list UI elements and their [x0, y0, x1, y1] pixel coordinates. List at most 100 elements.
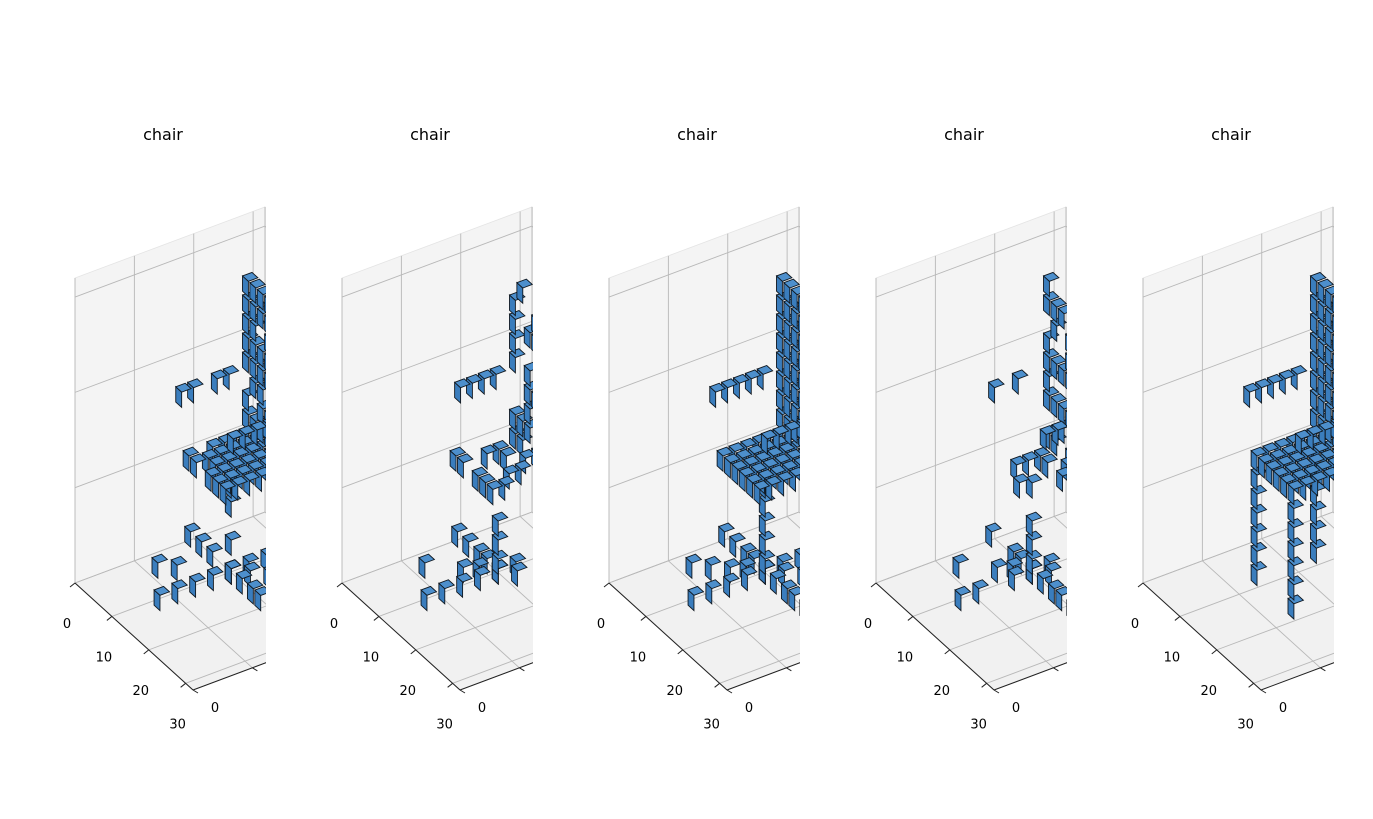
voxel-top: [1057, 304, 1067, 315]
y-tick-mark: [1053, 667, 1059, 672]
x-tick-label: 20: [132, 684, 149, 699]
y-tick-mark: [252, 667, 258, 672]
x-tick-mark: [677, 649, 684, 655]
grid-line: [986, 652, 1067, 684]
voxel-top: [987, 378, 1005, 389]
voxel-top: [780, 579, 798, 590]
voxel-plot-1: 010203001020300102030chair: [63, 125, 266, 732]
voxel: [1332, 371, 1334, 390]
voxel: [1332, 295, 1334, 314]
x-tick-mark: [336, 582, 343, 588]
voxel-top: [1021, 451, 1039, 462]
x-tick-mark: [1248, 682, 1254, 688]
voxel-top: [461, 532, 480, 543]
voxel-plot-5: 010203001020300102030chair: [1131, 125, 1334, 732]
voxel-top: [523, 361, 533, 372]
x-tick-label: 10: [897, 650, 914, 665]
voxel-top: [224, 559, 242, 570]
voxel-top: [797, 409, 800, 413]
x-tick-mark: [143, 649, 150, 655]
voxel: [798, 352, 800, 371]
voxel-top: [1025, 473, 1043, 484]
voxel-top: [685, 553, 703, 564]
voxel-top: [189, 453, 207, 464]
voxel-top: [769, 569, 787, 580]
grid-line: [608, 320, 800, 393]
voxel-top: [728, 532, 747, 543]
voxel-top: [765, 475, 783, 486]
voxel-plot-2: 010203001020300102030chair: [330, 125, 533, 732]
voxel-top: [1051, 420, 1067, 431]
voxel-top: [1036, 569, 1054, 580]
x-tick-mark: [373, 616, 380, 621]
y-tick-mark: [459, 689, 466, 694]
voxel-top: [183, 522, 201, 533]
x-tick-mark: [106, 616, 113, 621]
grid-line: [415, 605, 533, 651]
x-tick-mark: [870, 582, 877, 588]
voxel-top: [1055, 466, 1067, 477]
x-tick-label: 20: [666, 684, 683, 699]
voxel: [264, 371, 266, 390]
x-tick-label: 0: [864, 617, 872, 632]
voxel-top: [450, 522, 468, 533]
voxel: [264, 295, 266, 314]
voxel-top: [263, 295, 266, 298]
voxel-top: [240, 453, 258, 464]
voxel: [264, 333, 266, 352]
grid-line: [912, 558, 1067, 617]
voxel-top: [206, 542, 224, 553]
voxel-top: [1279, 473, 1297, 484]
voxel-top: [1315, 460, 1333, 470]
voxel-top: [1011, 369, 1029, 380]
voxel-top: [1064, 409, 1067, 413]
y-axis-line: [192, 662, 266, 691]
chart-panel-4: 010203001020300102030chair: [801, 0, 1067, 819]
grid-line: [111, 558, 266, 617]
grid-line: [134, 560, 253, 669]
grid-line: [185, 652, 266, 684]
voxel-top: [1290, 364, 1308, 375]
voxel-top: [243, 561, 261, 572]
voxel-top: [1294, 429, 1312, 440]
voxel-top: [246, 579, 264, 590]
voxel-top: [263, 409, 266, 413]
voxel-top: [253, 586, 266, 596]
voxel-top: [420, 585, 438, 596]
voxel-top: [518, 448, 533, 459]
voxel-top: [1330, 418, 1334, 424]
voxel-top: [523, 323, 533, 334]
grid-line: [341, 416, 533, 489]
voxel-top: [952, 553, 970, 564]
voxel-plot-4: 010203001020300102030chair: [864, 125, 1067, 732]
voxel-group: [1242, 271, 1334, 621]
x-tick-mark: [1137, 582, 1144, 588]
y-tick-mark: [993, 689, 1000, 694]
voxel-top: [473, 542, 491, 553]
voxel-top: [1324, 285, 1334, 296]
voxel-top: [797, 333, 800, 337]
voxel-top: [449, 446, 467, 457]
voxel-top: [1064, 371, 1067, 375]
voxel-top: [716, 446, 734, 457]
voxel-top: [790, 285, 800, 296]
y-tick-label: 0: [1012, 701, 1020, 716]
voxel-top: [1322, 466, 1334, 477]
x-tick-label: 10: [630, 650, 647, 665]
voxel-top: [1331, 371, 1334, 375]
voxel-top: [206, 437, 224, 448]
voxel-top: [1299, 475, 1317, 486]
voxel-top: [530, 390, 533, 394]
voxel-top: [704, 555, 722, 566]
grid-line: [875, 511, 1067, 584]
x-tick-label: 20: [933, 684, 950, 699]
x-tick-label: 30: [1237, 717, 1254, 732]
x-tick-label: 0: [1131, 617, 1139, 632]
voxel-top: [723, 558, 741, 569]
voxel-top: [1057, 361, 1067, 372]
voxel-top: [1272, 466, 1290, 477]
voxel-top: [510, 561, 528, 572]
voxel-top: [722, 572, 740, 583]
voxel-top: [1303, 464, 1321, 475]
y-axis-line: [993, 662, 1067, 691]
